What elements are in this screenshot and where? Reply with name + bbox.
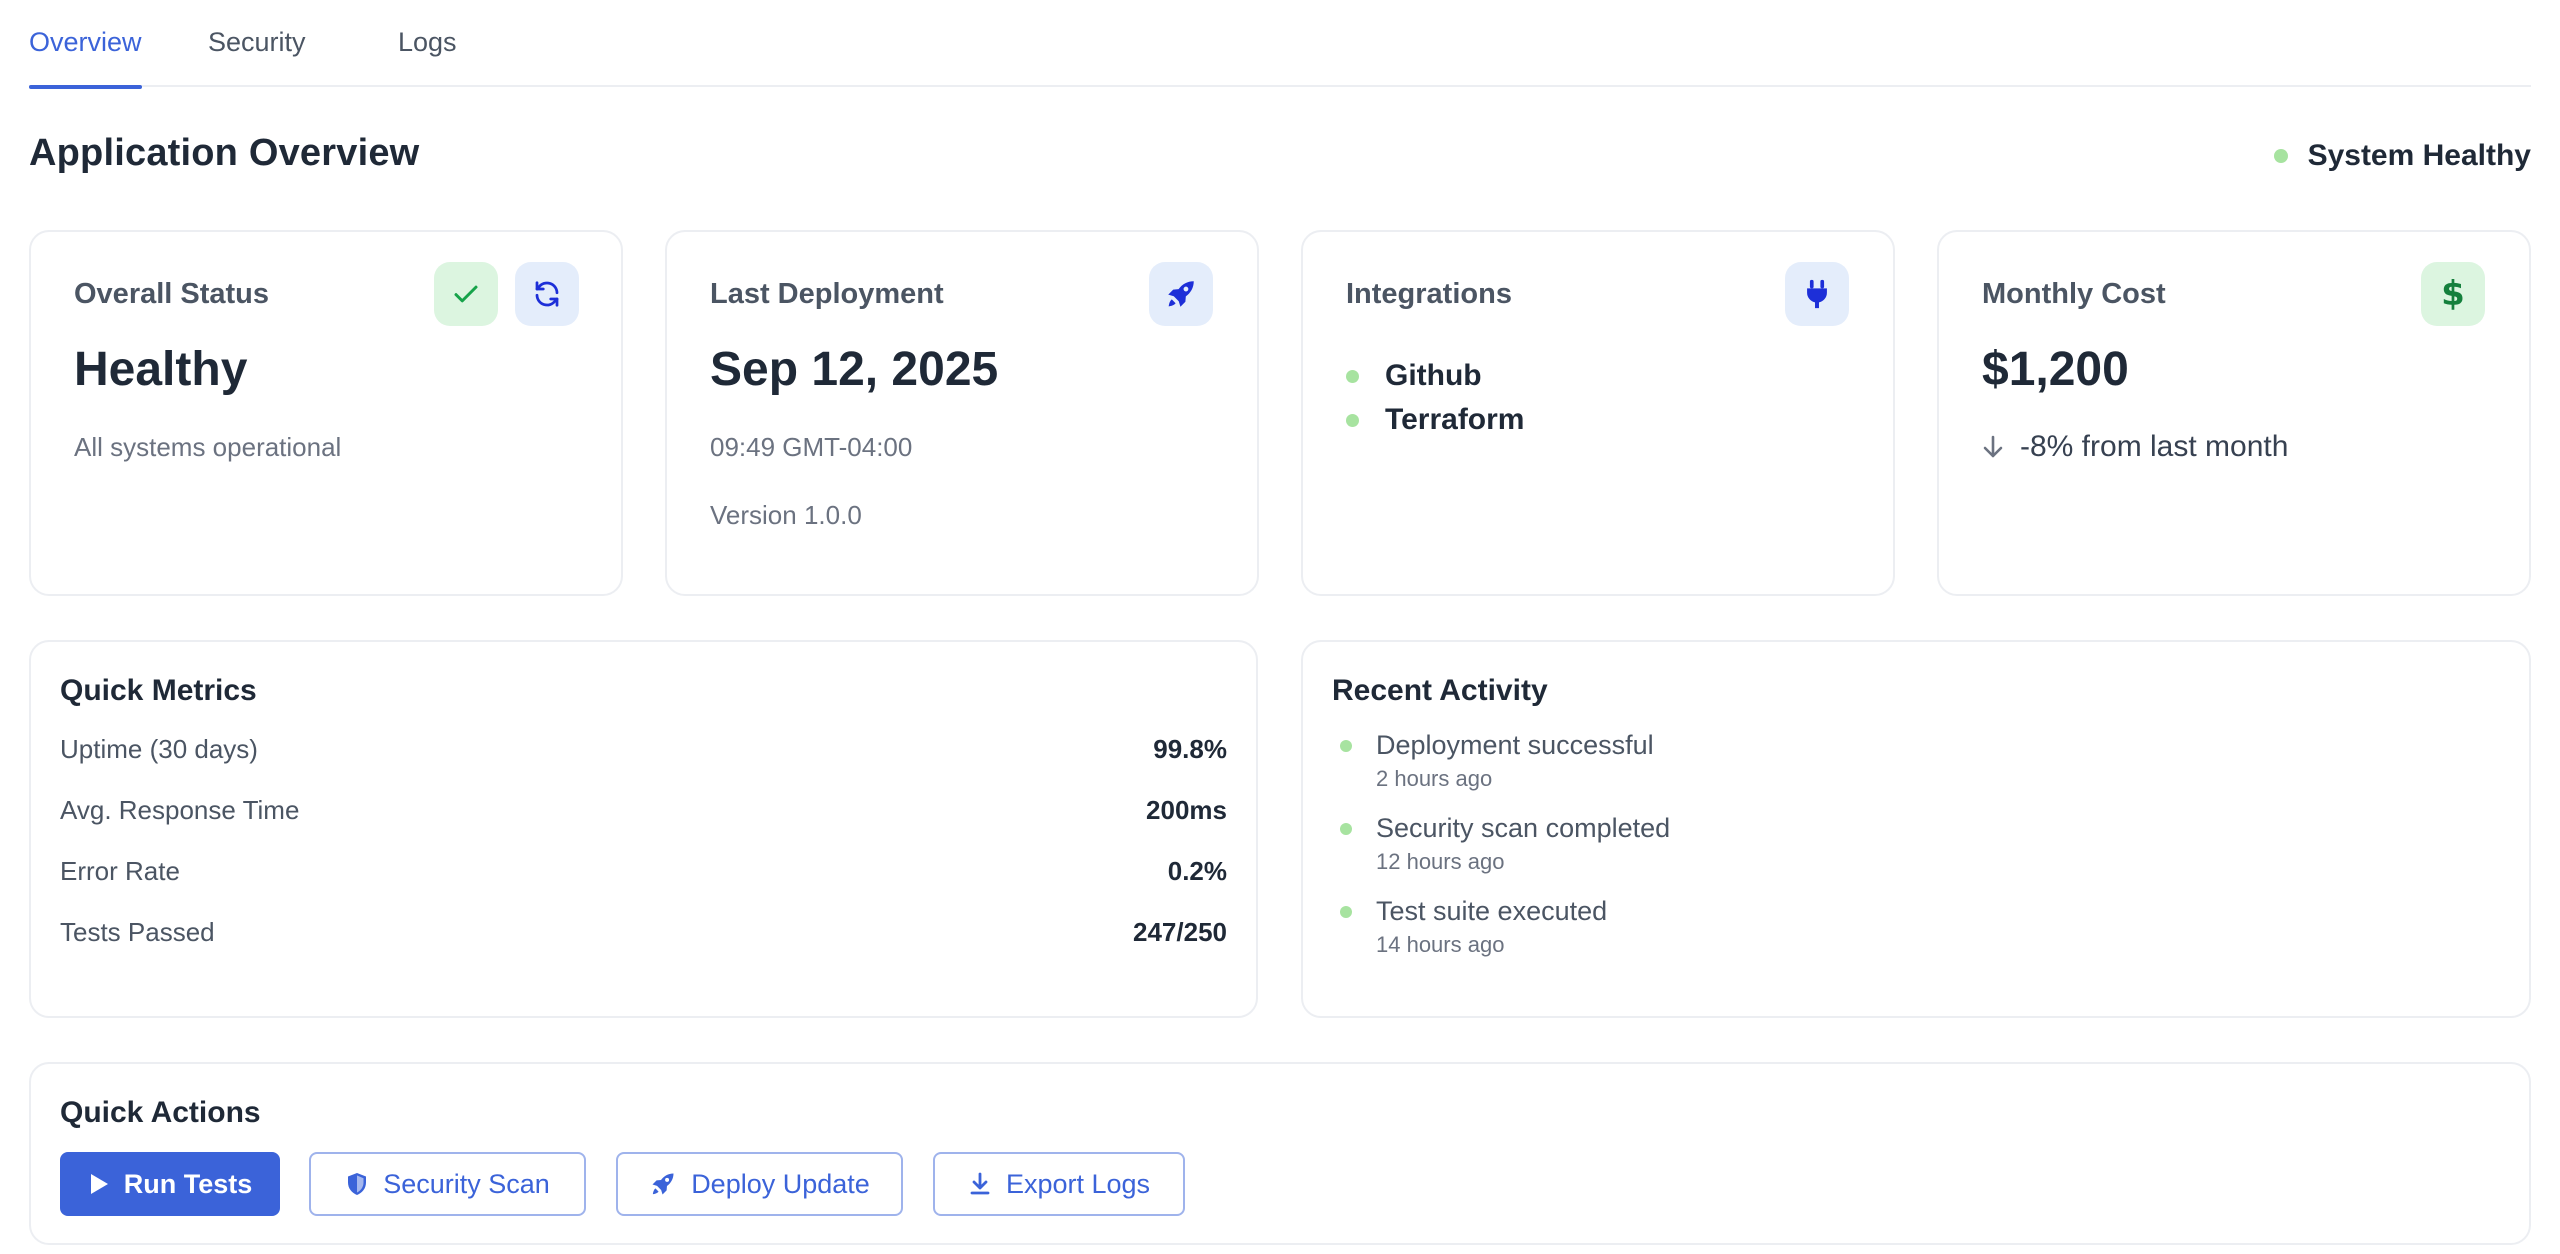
integrations-card: Integrations Github Terraform xyxy=(1301,230,1895,596)
refresh-icon[interactable] xyxy=(515,262,579,326)
plug-icon xyxy=(1785,262,1849,326)
overall-status-title: Overall Status xyxy=(74,278,270,310)
metric-label: Error Rate xyxy=(60,855,180,886)
shield-icon xyxy=(348,1173,367,1195)
run-tests-button[interactable]: Run Tests xyxy=(60,1152,280,1216)
arrow-down-icon xyxy=(1983,435,2003,458)
tab-bar: Overview Security Logs xyxy=(29,0,2531,89)
integration-item: Terraform xyxy=(1346,398,1524,442)
activity-dot xyxy=(1340,740,1352,752)
integration-status-dot xyxy=(1346,413,1359,427)
metric-row: Error Rate 0.2% xyxy=(60,851,1227,891)
monthly-cost-change-text: -8% from last month xyxy=(2020,430,2289,463)
metric-row: Tests Passed 247/250 xyxy=(60,912,1227,952)
rocket-icon xyxy=(652,1173,674,1195)
metric-label: Tests Passed xyxy=(60,916,215,947)
quick-metrics-panel: Quick Metrics Uptime (30 days) 99.8% Avg… xyxy=(29,640,1258,1018)
monthly-cost-value: $1,200 xyxy=(1982,343,2129,396)
monthly-cost-change: -8% from last month xyxy=(1982,430,2288,464)
tab-overview[interactable]: Overview xyxy=(29,0,142,89)
integration-status-dot xyxy=(1346,369,1359,383)
quick-actions-panel: Quick Actions Run Tests Security Scan De… xyxy=(29,1062,2531,1245)
overall-status-subtitle: All systems operational xyxy=(74,432,342,462)
quick-metrics-title: Quick Metrics xyxy=(60,674,257,707)
last-deployment-date: Sep 12, 2025 xyxy=(710,343,999,396)
integrations-list: Github Terraform xyxy=(1346,354,1524,442)
integrations-title: Integrations xyxy=(1346,278,1512,310)
activity-title: Deployment successful xyxy=(1376,730,1654,760)
play-icon xyxy=(90,1174,108,1194)
activity-dot xyxy=(1340,906,1352,918)
recent-activity-title: Recent Activity xyxy=(1332,674,1548,707)
overall-status-card: Overall Status Healthy All systems opera… xyxy=(29,230,623,596)
activity-time: 14 hours ago xyxy=(1376,932,1505,957)
tab-logs[interactable]: Logs xyxy=(398,27,457,57)
monthly-cost-card: Monthly Cost $ $1,200 -8% from last mont… xyxy=(1937,230,2531,596)
integration-item: Github xyxy=(1346,354,1524,398)
download-icon xyxy=(970,1172,990,1195)
integration-label: Github xyxy=(1385,359,1482,392)
monthly-cost-title: Monthly Cost xyxy=(1982,278,2166,310)
quick-actions-title: Quick Actions xyxy=(60,1096,261,1129)
metric-row: Avg. Response Time 200ms xyxy=(60,790,1227,830)
metric-value: 200ms xyxy=(1146,794,1227,825)
health-status-dot xyxy=(2273,149,2288,163)
security-scan-button[interactable]: Security Scan xyxy=(309,1152,586,1216)
system-health-label: System Healthy xyxy=(2307,139,2531,172)
metric-label: Avg. Response Time xyxy=(60,794,300,825)
check-icon xyxy=(434,262,498,326)
activity-dot xyxy=(1340,823,1352,835)
last-deployment-version: Version 1.0.0 xyxy=(710,500,862,530)
last-deployment-card: Last Deployment Sep 12, 2025 09:49 GMT-0… xyxy=(665,230,1259,596)
metric-row: Uptime (30 days) 99.8% xyxy=(60,729,1227,769)
metric-label: Uptime (30 days) xyxy=(60,733,258,764)
activity-title: Security scan completed xyxy=(1376,813,1671,843)
run-tests-label: Run Tests xyxy=(123,1168,253,1199)
metric-value: 99.8% xyxy=(1153,733,1227,764)
system-health-indicator: System Healthy xyxy=(2273,139,2531,173)
integration-label: Terraform xyxy=(1385,403,1525,436)
deploy-update-button[interactable]: Deploy Update xyxy=(616,1152,903,1216)
recent-activity-panel: Recent Activity Deployment successful 2 … xyxy=(1301,640,2531,1018)
rocket-icon xyxy=(1149,262,1213,326)
export-logs-label: Export Logs xyxy=(1005,1168,1151,1199)
dollar-icon: $ xyxy=(2421,262,2485,326)
activity-time: 12 hours ago xyxy=(1376,849,1505,874)
activity-time: 2 hours ago xyxy=(1376,766,1493,791)
metric-value: 247/250 xyxy=(1133,916,1227,947)
page-title: Application Overview xyxy=(29,132,420,174)
deploy-update-label: Deploy Update xyxy=(691,1168,870,1199)
tab-security[interactable]: Security xyxy=(208,27,306,57)
security-scan-label: Security Scan xyxy=(383,1168,550,1199)
overall-status-value: Healthy xyxy=(74,343,248,396)
activity-title: Test suite executed xyxy=(1376,896,1608,926)
export-logs-button[interactable]: Export Logs xyxy=(933,1152,1185,1216)
metric-value: 0.2% xyxy=(1167,855,1227,886)
last-deployment-title: Last Deployment xyxy=(710,278,944,310)
last-deployment-time: 09:49 GMT-04:00 xyxy=(710,432,913,462)
